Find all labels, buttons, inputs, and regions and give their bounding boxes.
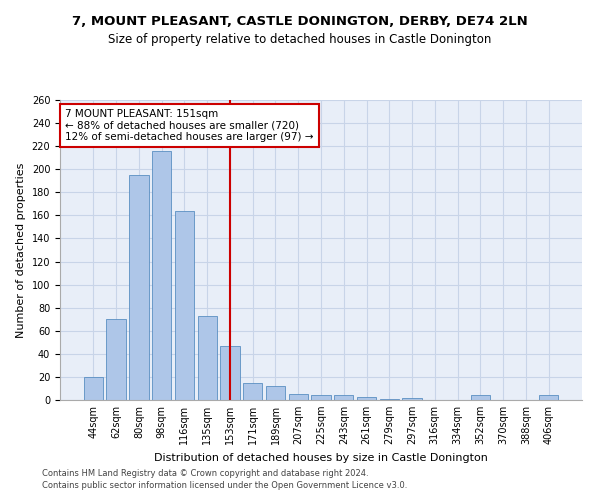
Text: Contains HM Land Registry data © Crown copyright and database right 2024.: Contains HM Land Registry data © Crown c… (42, 468, 368, 477)
Bar (403, 398, 422, 400)
Bar (152, 151, 172, 400)
Text: 7, MOUNT PLEASANT, CASTLE DONINGTON, DERBY, DE74 2LN: 7, MOUNT PLEASANT, CASTLE DONINGTON, DER… (72, 15, 528, 28)
Bar (243, 382, 262, 400)
Bar (539, 396, 558, 400)
X-axis label: Distribution of detached houses by size in Castle Donington: Distribution of detached houses by size … (154, 452, 488, 462)
Bar (197, 316, 217, 400)
Bar (380, 399, 399, 400)
Bar (106, 319, 126, 400)
Text: Contains public sector information licensed under the Open Government Licence v3: Contains public sector information licen… (42, 481, 407, 490)
Bar (220, 346, 239, 400)
Bar (175, 211, 194, 400)
Text: 7 MOUNT PLEASANT: 151sqm
← 88% of detached houses are smaller (720)
12% of semi-: 7 MOUNT PLEASANT: 151sqm ← 88% of detach… (65, 109, 314, 142)
Bar (129, 175, 149, 400)
Bar (334, 396, 353, 400)
Bar (311, 396, 331, 400)
Bar (470, 396, 490, 400)
Bar (84, 377, 103, 400)
Bar (357, 396, 376, 400)
Bar (266, 386, 285, 400)
Text: Size of property relative to detached houses in Castle Donington: Size of property relative to detached ho… (109, 32, 491, 46)
Y-axis label: Number of detached properties: Number of detached properties (16, 162, 26, 338)
Bar (289, 394, 308, 400)
